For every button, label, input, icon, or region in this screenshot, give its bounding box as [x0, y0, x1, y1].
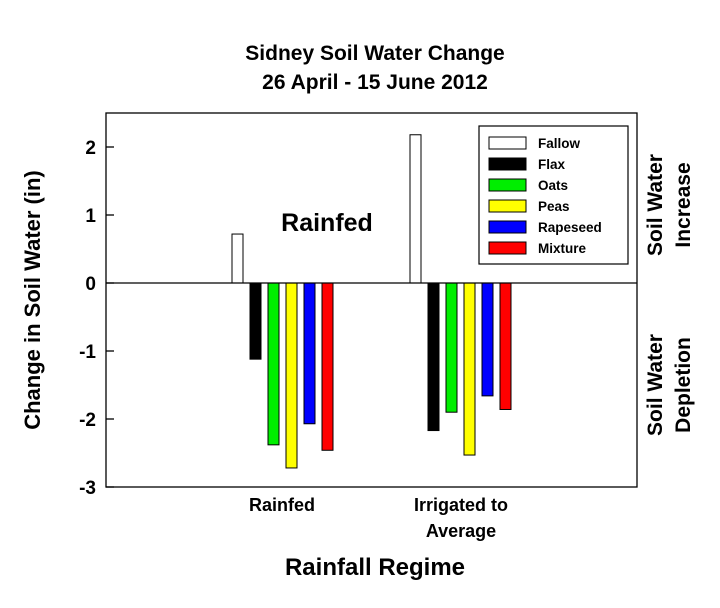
y-ticks: 2 1 0 -1 -2 -3 [79, 138, 114, 499]
x-category-label: Irrigated to [414, 495, 508, 515]
legend: Fallow Flax Oats Peas Rapeseed Mixture [478, 125, 629, 265]
bar-peas-rainfed [285, 282, 298, 469]
chart-title-line-2: 26 April - 15 June 2012 [262, 71, 488, 94]
bars [231, 134, 512, 469]
y-tick-label: -2 [79, 410, 96, 431]
increase-line-2: Increase [672, 162, 695, 247]
bar-fallow-irrigated [409, 134, 422, 284]
depletion-line-1: Soil Water [644, 334, 667, 436]
legend-label-peas: Peas [538, 199, 570, 214]
legend-items: Fallow Flax Oats Peas Rapeseed Mixture [488, 136, 602, 256]
legend-label-flax: Flax [538, 157, 566, 172]
bar-flax-irrigated [427, 282, 440, 432]
bar-rapeseed-irrigated [481, 282, 494, 397]
legend-swatch-fallow [488, 136, 527, 150]
x-category-label: Rainfed [249, 495, 315, 515]
bar-peas-irrigated [463, 282, 476, 456]
y-tick-label: 1 [85, 206, 96, 227]
bar-fallow-rainfed [231, 233, 244, 284]
legend-swatch-rapeseed [488, 220, 527, 234]
y-tick-label: -1 [79, 342, 96, 363]
rainfed-annotation: Rainfed [281, 209, 373, 237]
y-tick-label: 0 [85, 274, 96, 295]
bar-mixture-rainfed [321, 282, 334, 451]
x-category-labels: Rainfed Irrigated to Average [249, 495, 508, 541]
legend-swatch-mixture [488, 241, 527, 255]
bar-mixture-irrigated [499, 282, 512, 410]
bar-oats-irrigated [445, 282, 458, 413]
increase-line-1: Soil Water [644, 154, 667, 256]
legend-label-rapeseed: Rapeseed [538, 220, 602, 235]
right-label-increase: Soil Water Increase [644, 154, 695, 256]
bar-rapeseed-rainfed [303, 282, 316, 425]
legend-swatch-flax [488, 157, 527, 171]
y-axis-label: Change in Soil Water (in) [20, 170, 45, 430]
chart-title-line-1: Sidney Soil Water Change [245, 42, 504, 65]
legend-swatch-peas [488, 199, 527, 213]
right-label-depletion: Soil Water Depletion [644, 334, 695, 436]
x-axis-label: Rainfall Regime [285, 554, 465, 581]
legend-label-fallow: Fallow [538, 136, 581, 151]
legend-swatch-oats [488, 178, 527, 192]
legend-label-mixture: Mixture [538, 241, 587, 256]
bar-oats-rainfed [267, 282, 280, 446]
plot-frame [105, 112, 638, 488]
depletion-line-2: Depletion [672, 337, 695, 433]
y-tick-label: -3 [79, 478, 96, 499]
y-tick-label: 2 [85, 138, 96, 159]
legend-label-oats: Oats [538, 178, 568, 193]
bar-flax-rainfed [249, 282, 262, 360]
x-category-label: Average [426, 521, 496, 541]
